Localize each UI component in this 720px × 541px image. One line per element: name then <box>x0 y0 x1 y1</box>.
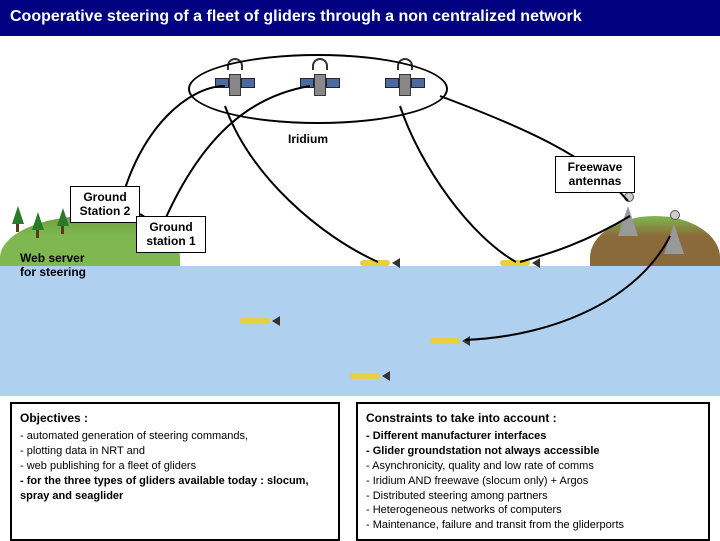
constraints-heading: Constraints to take into account : <box>366 410 700 426</box>
glider-icon <box>430 336 470 346</box>
objectives-heading: Objectives : <box>20 410 330 426</box>
panel-line: - for the three types of gliders availab… <box>20 474 330 504</box>
network-diagram: Iridium Freewaveantennas GroundStation 2… <box>0 36 720 396</box>
satellite-cluster-ellipse <box>188 54 448 124</box>
panel-line: - Maintenance, failure and transit from … <box>366 518 700 533</box>
objectives-panel: Objectives : - automated generation of s… <box>10 402 340 541</box>
panel-line: - Heterogeneous networks of computers <box>366 503 700 518</box>
panel-line: - Distributed steering among partners <box>366 489 700 504</box>
iridium-label: Iridium <box>288 132 328 146</box>
panel-line: - plotting data in NRT and <box>20 444 330 459</box>
panel-line: - Different manufacturer interfaces <box>366 429 700 444</box>
freewave-antenna-icon <box>660 214 690 254</box>
constraints-panel: Constraints to take into account : - Dif… <box>356 402 710 541</box>
page-title: Cooperative steering of a fleet of glide… <box>0 0 720 36</box>
web-server-label: Web serverfor steering <box>20 251 86 279</box>
tree-icon <box>10 206 26 232</box>
bottom-panels: Objectives : - automated generation of s… <box>0 396 720 541</box>
glider-icon <box>500 258 540 268</box>
glider-icon <box>360 258 400 268</box>
glider-icon <box>350 371 390 381</box>
panel-line: - automated generation of steering comma… <box>20 429 330 444</box>
freewave-antenna-icon <box>614 196 644 236</box>
panel-line: - Asynchronicity, quality and low rate o… <box>366 459 700 474</box>
ground-station-2-label: GroundStation 2 <box>70 186 140 223</box>
glider-icon <box>240 316 280 326</box>
tree-icon <box>55 208 71 234</box>
panel-line: - Iridium AND freewave (slocum only) + A… <box>366 474 700 489</box>
ground-station-1-label: Groundstation 1 <box>136 216 206 253</box>
freewave-antennas-label: Freewaveantennas <box>555 156 635 193</box>
panel-line: - Glider groundstation not always access… <box>366 444 700 459</box>
panel-line: - web publishing for a fleet of gliders <box>20 459 330 474</box>
tree-icon <box>30 212 46 238</box>
